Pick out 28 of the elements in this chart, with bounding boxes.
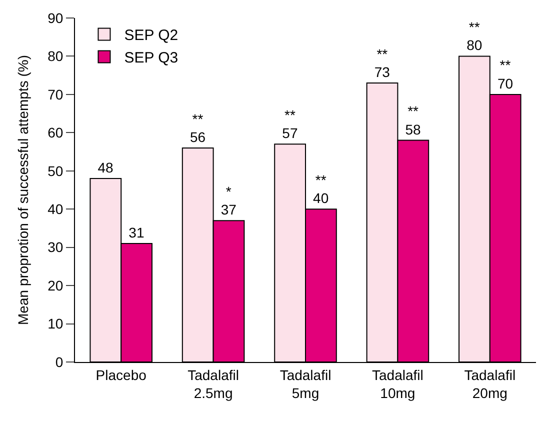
y-tick-label: 20 bbox=[48, 277, 64, 294]
y-tick-label: 60 bbox=[48, 124, 64, 141]
data-label: ** 70 bbox=[497, 57, 514, 92]
x-tick-label: Tadalafil 20mg bbox=[464, 366, 516, 401]
y-tick-label: 90 bbox=[48, 10, 64, 26]
y-tick-label: 50 bbox=[48, 162, 64, 179]
y-tick-label: 0 bbox=[55, 354, 64, 370]
data-label: 31 bbox=[128, 224, 144, 241]
data-label: 48 bbox=[98, 160, 114, 176]
data-label: ** 40 bbox=[313, 172, 329, 206]
data-label: ** 73 bbox=[374, 46, 390, 80]
data-label: ** 56 bbox=[190, 110, 206, 145]
y-tick-label: 10 bbox=[48, 316, 64, 332]
legend-label: SEP Q3 bbox=[124, 50, 178, 67]
y-tick-label: 40 bbox=[48, 201, 64, 218]
x-tick-label: Tadalafil 10mg bbox=[372, 366, 424, 401]
data-label: ** 58 bbox=[405, 103, 422, 138]
x-tick-label: Tadalafil 5mg bbox=[280, 366, 332, 401]
x-tick-label: Placebo bbox=[96, 366, 147, 383]
y-tick-label: 70 bbox=[48, 86, 64, 102]
x-tick-label: Tadalafil 2.5mg bbox=[188, 366, 239, 401]
data-label: ** 57 bbox=[282, 106, 298, 142]
data-label: ** 80 bbox=[466, 19, 482, 54]
legend-label: SEP Q2 bbox=[124, 27, 178, 44]
y-tick-label: 80 bbox=[48, 48, 64, 64]
y-axis-title: Mean proprotion of successful attempts (%) bbox=[15, 54, 32, 326]
data-label: * 37 bbox=[220, 183, 237, 218]
y-tick-label: 30 bbox=[48, 239, 64, 256]
